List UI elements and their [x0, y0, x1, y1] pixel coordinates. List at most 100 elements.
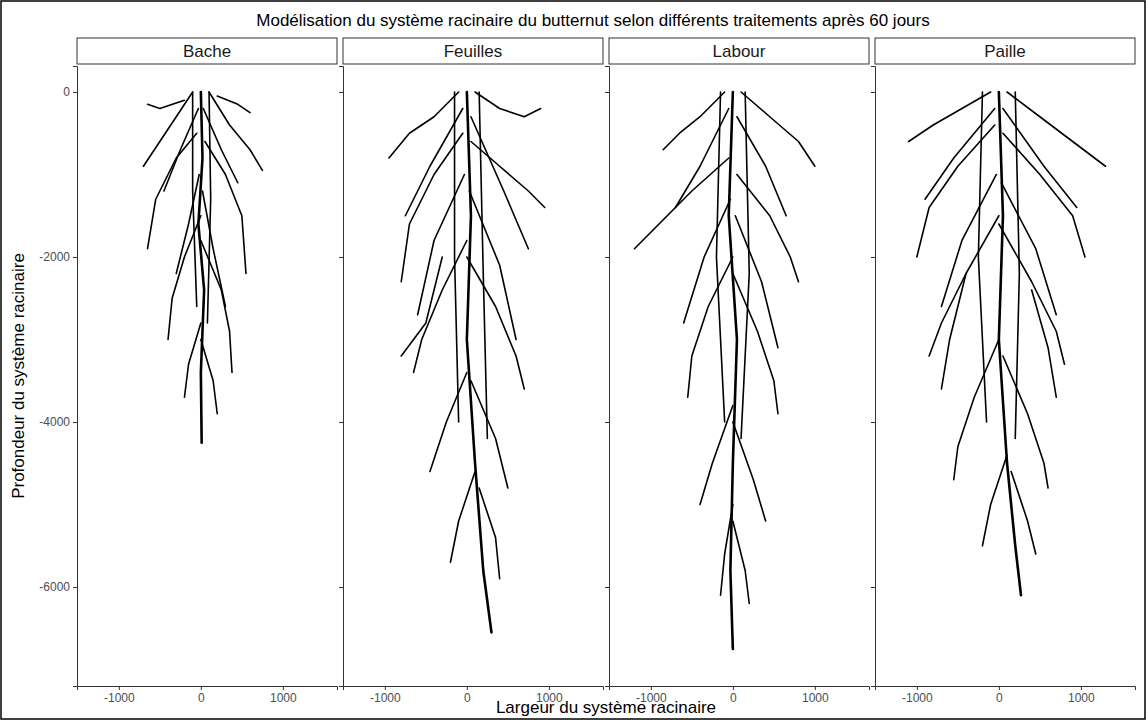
y-tick-label: -6000 — [39, 580, 70, 594]
root — [148, 133, 197, 249]
root — [450, 471, 475, 562]
root — [716, 92, 724, 422]
root — [467, 257, 524, 389]
chart: Modélisation du système racinaire du but… — [0, 0, 1146, 720]
x-tick-label: 0 — [464, 691, 471, 705]
x-tick-label: 0 — [198, 691, 205, 705]
x-tick: -1000 — [104, 686, 135, 705]
panel: Bache-1000010000-2000-4000-6000 — [39, 38, 337, 705]
y-tick-mark — [871, 422, 875, 423]
panel-strip — [609, 38, 869, 64]
root — [184, 323, 200, 397]
panel: Feuilles-100001000 — [339, 38, 604, 705]
root — [917, 125, 995, 257]
y-axis-line — [339, 67, 344, 687]
root — [479, 488, 500, 579]
y-axis-line — [871, 67, 876, 687]
y-tick — [605, 422, 609, 423]
root — [1003, 108, 1077, 207]
y-tick — [871, 422, 875, 423]
x-tick: 0 — [996, 686, 1003, 705]
root — [737, 174, 799, 281]
y-tick — [339, 92, 343, 93]
root — [733, 422, 766, 521]
y-tick — [871, 257, 875, 258]
y-tick: 0 — [63, 85, 77, 99]
root — [735, 216, 778, 348]
panel-title: Feuilles — [444, 42, 503, 61]
y-tick-mark — [73, 422, 77, 423]
title: Modélisation du système racinaire du but… — [256, 11, 929, 30]
root — [741, 92, 815, 166]
y-axis-line — [605, 67, 610, 687]
root — [982, 455, 1007, 546]
x-tick-mark — [201, 686, 202, 690]
y-tick: -2000 — [39, 250, 77, 264]
root — [978, 92, 986, 422]
y-tick-mark — [339, 92, 343, 93]
y-tick-mark — [871, 92, 875, 93]
panel-title: Paille — [984, 42, 1026, 61]
y-tick — [605, 92, 609, 93]
y-tick-mark — [871, 587, 875, 588]
x-tick: 0 — [464, 686, 471, 705]
root — [202, 191, 225, 307]
y-tick-mark — [605, 422, 609, 423]
x-tick: 0 — [198, 686, 205, 705]
y-tick — [339, 587, 343, 588]
y-tick-mark — [605, 587, 609, 588]
y-tick — [605, 257, 609, 258]
y-axis: 0 -2000 -4000 -6000 — [39, 67, 77, 687]
x-tick-mark — [999, 686, 1000, 690]
root — [430, 372, 467, 471]
root — [418, 174, 465, 314]
y-tick-label: -4000 — [39, 415, 70, 429]
y-tick-mark — [339, 422, 343, 423]
x-tick: -1000 — [902, 686, 933, 705]
y-tick-label: -2000 — [39, 250, 70, 264]
y-axis-title: Profondeur du système racinaire — [9, 253, 28, 499]
y-axis — [605, 67, 610, 687]
outer-frame — [1, 1, 1145, 719]
root — [1001, 183, 1056, 315]
x-tick: 0 — [730, 686, 737, 705]
panel-strip — [875, 38, 1135, 64]
y-tick: -4000 — [39, 415, 77, 429]
y-axis — [339, 67, 344, 687]
y-tick-mark — [605, 92, 609, 93]
root — [909, 92, 991, 142]
root — [201, 339, 217, 413]
root — [475, 92, 541, 117]
panel: Paille -1000 0 1000 — [871, 38, 1136, 705]
roots — [634, 92, 814, 649]
x-tick: 1000 — [802, 686, 829, 705]
x-tick: 1000 — [1068, 686, 1095, 705]
y-tick-mark — [605, 257, 609, 258]
root — [198, 92, 204, 443]
x-axis-line — [610, 687, 870, 691]
root — [941, 174, 996, 306]
root — [721, 504, 733, 595]
root — [467, 92, 492, 632]
x-tick-mark — [651, 686, 652, 690]
root — [479, 92, 487, 439]
y-axis-line — [73, 67, 78, 687]
y-tick — [339, 257, 343, 258]
root — [675, 108, 728, 207]
x-tick-label: 1000 — [1068, 691, 1095, 705]
root — [741, 92, 749, 439]
root — [737, 117, 786, 216]
root — [401, 133, 463, 282]
root — [1011, 471, 1036, 554]
x-axis-line — [344, 687, 604, 691]
root — [999, 224, 1065, 364]
y-tick-mark — [339, 587, 343, 588]
x-axis: -100001000 — [78, 686, 338, 705]
panel-strip — [343, 38, 603, 64]
root — [954, 339, 999, 479]
root — [1032, 290, 1057, 397]
y-tick-mark — [73, 92, 77, 93]
root — [733, 273, 778, 413]
x-tick-mark — [917, 686, 918, 690]
root — [663, 92, 725, 150]
